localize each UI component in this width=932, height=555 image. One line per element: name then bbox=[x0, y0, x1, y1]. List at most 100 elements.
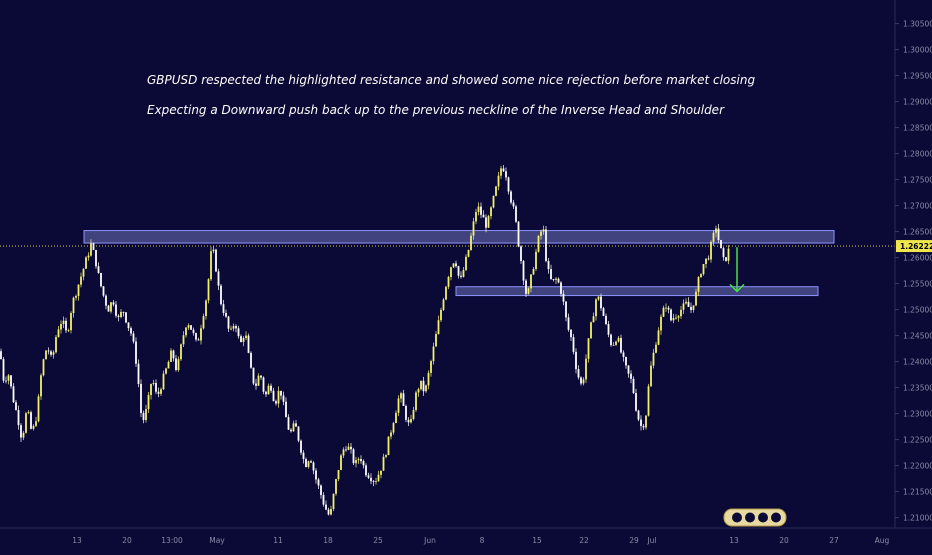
candle-body bbox=[202, 316, 205, 329]
candle-body bbox=[215, 249, 217, 272]
candle-body bbox=[610, 334, 612, 346]
candle-body bbox=[705, 258, 707, 265]
candle-body bbox=[185, 327, 187, 336]
candle-body bbox=[240, 336, 242, 342]
candle-body bbox=[345, 449, 347, 451]
projection-arrow-layer bbox=[729, 247, 745, 293]
candle-body bbox=[392, 423, 395, 433]
candle-body bbox=[325, 504, 327, 510]
candle-body bbox=[165, 368, 167, 374]
candle-body bbox=[485, 217, 487, 228]
candle-body bbox=[190, 325, 192, 330]
candle-body bbox=[582, 379, 585, 384]
candle-body bbox=[87, 255, 90, 258]
candle-body bbox=[500, 168, 502, 176]
candle-body bbox=[432, 346, 435, 362]
candle-body bbox=[102, 286, 105, 296]
candle-body bbox=[175, 358, 177, 371]
candle-body bbox=[67, 330, 70, 331]
candle-body bbox=[65, 320, 67, 331]
candle-body bbox=[287, 417, 290, 430]
candle-body bbox=[445, 286, 447, 300]
candle-body bbox=[55, 337, 57, 353]
candle-body bbox=[130, 328, 132, 334]
candle-body bbox=[607, 324, 610, 335]
candle-body bbox=[180, 344, 182, 360]
price-tick-label: 1.29500 bbox=[903, 72, 932, 81]
candle-body bbox=[320, 485, 322, 496]
candle-body bbox=[57, 329, 60, 338]
candle-body bbox=[110, 302, 112, 312]
candle-body bbox=[505, 171, 507, 178]
candle-body bbox=[47, 350, 50, 352]
candle-body bbox=[650, 365, 652, 387]
candle-body bbox=[272, 390, 275, 402]
candle-body bbox=[342, 449, 345, 456]
candle-body bbox=[122, 311, 125, 313]
candle-body bbox=[177, 359, 180, 371]
candle-body bbox=[715, 228, 717, 233]
candle-body bbox=[542, 229, 545, 232]
candle-body bbox=[265, 391, 267, 395]
candle-body bbox=[572, 337, 575, 352]
candle-body bbox=[562, 293, 565, 302]
candle-body bbox=[620, 338, 622, 353]
time-axis[interactable]: 13 20 13:00 May 11 18 25 Jun 8 15 22 29 Jul 13 20 27 Aug bbox=[72, 536, 889, 545]
candle-body bbox=[292, 423, 295, 432]
candle-body bbox=[430, 361, 432, 373]
zone-neckline bbox=[455, 286, 819, 297]
candle-body bbox=[232, 326, 235, 329]
candle-body bbox=[82, 268, 85, 277]
candle-body bbox=[450, 267, 452, 278]
candle-body bbox=[567, 317, 570, 330]
candle-body bbox=[685, 301, 687, 304]
candle-body bbox=[217, 271, 220, 286]
candle-body bbox=[85, 257, 87, 269]
candle-body bbox=[360, 459, 362, 462]
candle-body bbox=[687, 301, 690, 307]
candle-body bbox=[667, 307, 670, 310]
candle-body bbox=[312, 462, 315, 471]
candle-body bbox=[727, 248, 730, 261]
candle-body bbox=[200, 328, 202, 341]
candle-body bbox=[707, 258, 710, 260]
candle-body bbox=[270, 385, 272, 391]
candle-body bbox=[402, 393, 405, 406]
candle-body bbox=[150, 383, 152, 395]
candle-body bbox=[617, 338, 620, 342]
candle-body bbox=[205, 300, 207, 317]
price-tick-label: 1.26000 bbox=[903, 254, 932, 263]
candle-body bbox=[40, 375, 42, 397]
price-tick-label: 1.22000 bbox=[903, 462, 932, 471]
candle-body bbox=[212, 249, 215, 252]
candle-body bbox=[680, 309, 682, 317]
price-axis[interactable]: 1.30500 1.30000 1.29500 1.29000 1.28500 1.280… bbox=[895, 20, 932, 523]
candle-body bbox=[15, 402, 17, 410]
candle-body bbox=[370, 477, 372, 482]
candle-body bbox=[352, 449, 355, 464]
price-tick-label: 1.25000 bbox=[903, 306, 932, 315]
time-tick-label: 27 bbox=[829, 536, 839, 545]
candle-body bbox=[427, 372, 430, 386]
price-tick-label: 1.23000 bbox=[903, 410, 932, 419]
candle-body bbox=[482, 214, 485, 218]
candle-body bbox=[120, 311, 122, 317]
time-tick-label: 13 bbox=[729, 536, 739, 545]
candle-body bbox=[625, 357, 627, 366]
candle-body bbox=[600, 296, 602, 309]
candle-body bbox=[10, 375, 12, 387]
candle-body bbox=[477, 206, 480, 213]
candle-body bbox=[725, 257, 727, 261]
candle-body bbox=[140, 383, 142, 413]
candle-body bbox=[422, 380, 425, 392]
candle-body bbox=[275, 401, 277, 404]
candle-body bbox=[330, 509, 332, 515]
candle-body bbox=[285, 401, 287, 418]
candle-body bbox=[537, 235, 540, 252]
candle-body bbox=[382, 456, 385, 471]
candle-body bbox=[105, 295, 107, 306]
candle-body bbox=[475, 212, 477, 222]
candle-body bbox=[385, 455, 387, 457]
candle-body bbox=[452, 263, 455, 268]
candle-body bbox=[527, 288, 530, 294]
